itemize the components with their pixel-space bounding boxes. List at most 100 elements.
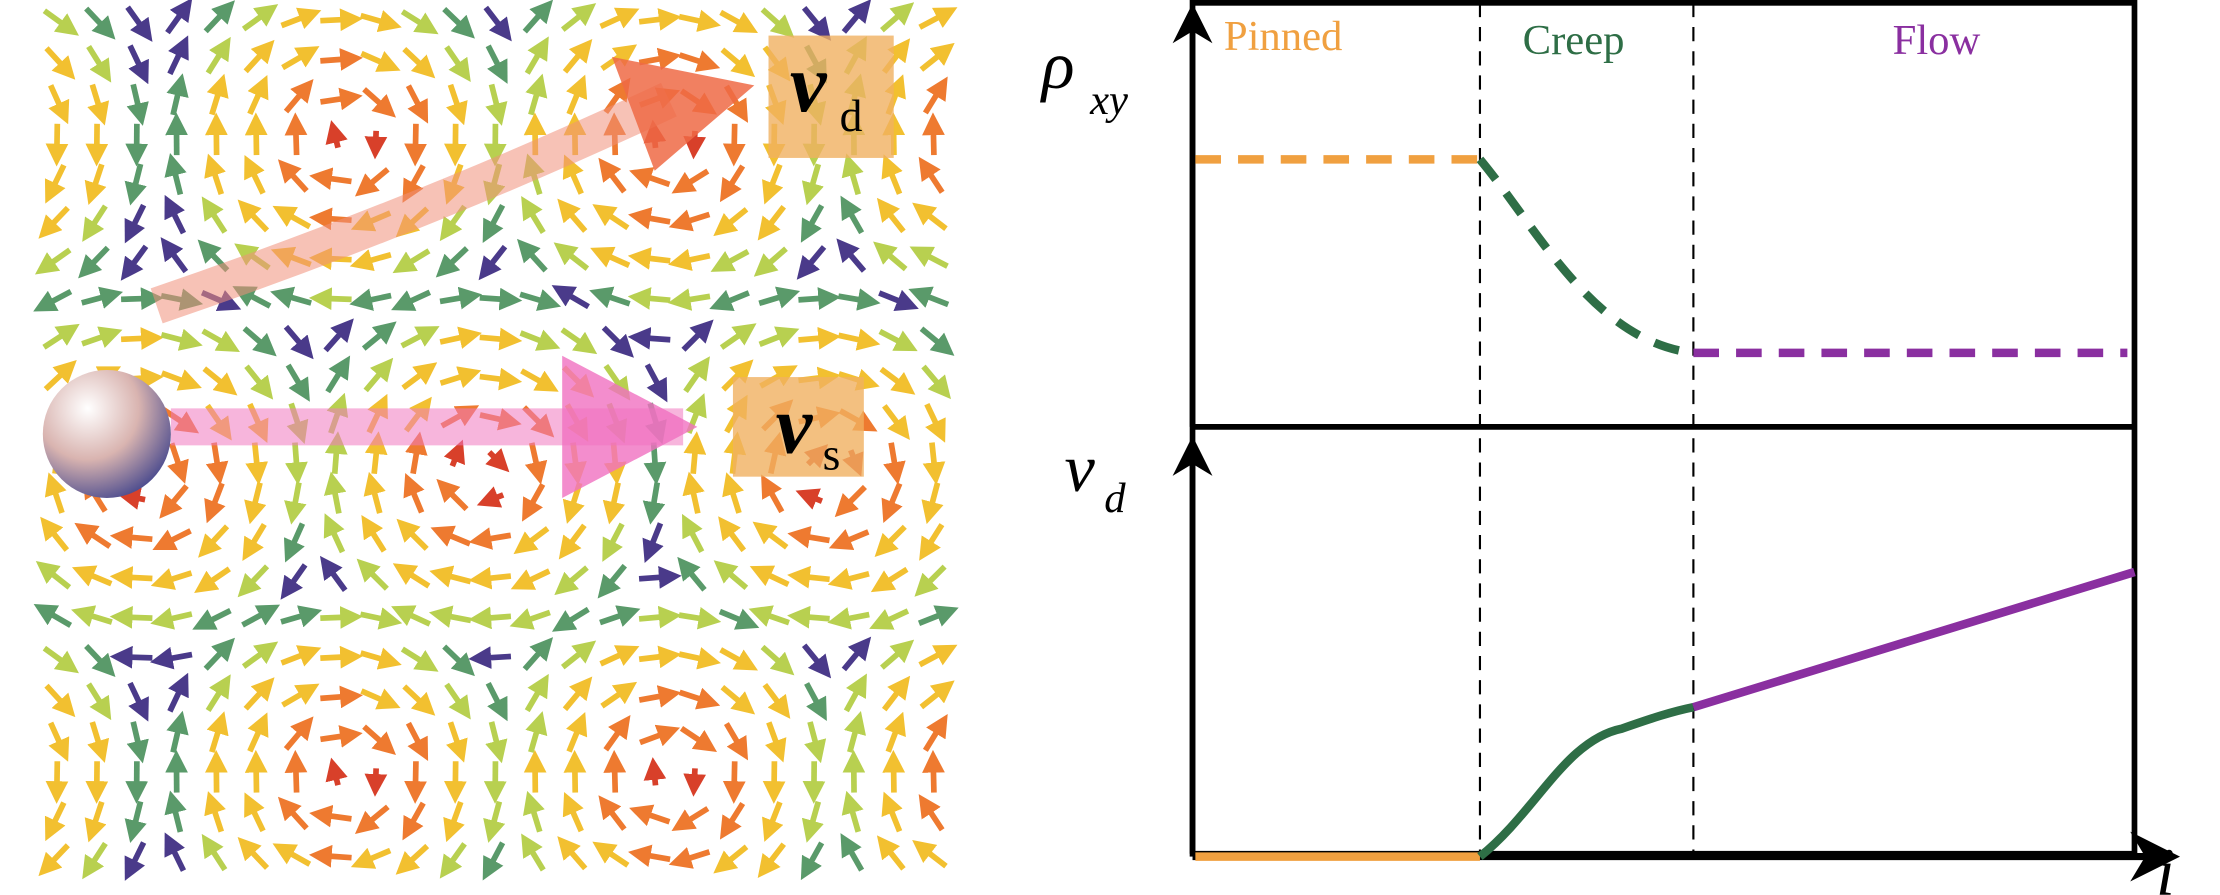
spin-arrow xyxy=(439,842,467,879)
spin-arrow xyxy=(166,73,189,116)
spin-arrow xyxy=(356,558,389,591)
spin-arrow xyxy=(638,605,682,629)
spin-arrow xyxy=(232,286,272,309)
spin-arrow xyxy=(562,791,584,833)
spin-arrow xyxy=(42,323,80,350)
spin-arrow xyxy=(285,442,308,486)
spin-arrow xyxy=(164,194,187,235)
spin-arrow xyxy=(837,288,881,311)
spin-arrow xyxy=(443,439,465,468)
spin-arrow xyxy=(908,286,950,308)
spin-arrow xyxy=(796,245,827,280)
spin-arrow xyxy=(566,712,588,753)
spin-arrow xyxy=(283,78,314,114)
spin-arrow xyxy=(479,287,523,311)
spin-arrow xyxy=(405,84,429,124)
spin-arrow xyxy=(800,841,825,881)
spin-arrow xyxy=(922,749,945,793)
spin-arrow xyxy=(668,847,711,869)
spin-arrow xyxy=(485,448,510,473)
spin-arrow xyxy=(430,525,472,547)
spin-arrow xyxy=(124,800,147,843)
spin-arrow xyxy=(436,478,469,512)
spin-arrow xyxy=(521,833,546,872)
spin-arrow xyxy=(723,722,749,761)
spin-arrow xyxy=(485,83,508,126)
spin-arrow xyxy=(167,442,189,484)
spin-arrow xyxy=(525,73,548,116)
spin-arrow xyxy=(682,471,705,514)
spin-arrow xyxy=(479,327,523,351)
spin-arrow xyxy=(683,431,707,475)
spin-arrow xyxy=(109,526,153,549)
spin-arrow xyxy=(205,674,231,712)
spin-arrow xyxy=(599,7,640,30)
spin-arrow xyxy=(349,288,392,311)
spin-arrow xyxy=(801,163,824,206)
spin-arrow xyxy=(560,3,597,32)
spin-arrow xyxy=(204,791,226,833)
spin-arrow xyxy=(245,442,269,486)
spin-arrow xyxy=(109,566,153,589)
drift-subscript: d xyxy=(840,90,863,141)
spin-arrow xyxy=(84,163,107,205)
spin-arrow xyxy=(827,607,870,630)
spin-arrow xyxy=(909,246,949,269)
spin-arrow xyxy=(165,0,193,35)
spin-arrow xyxy=(709,289,750,311)
spin-arrow xyxy=(244,749,268,793)
spin-arrow xyxy=(320,645,363,669)
spin-arrow xyxy=(124,163,147,206)
spin-arrow xyxy=(117,487,146,510)
spin-arrow xyxy=(479,367,523,391)
spin-arrow xyxy=(362,724,396,756)
spin-arrow xyxy=(603,749,627,793)
spin-arrow xyxy=(360,50,401,72)
spin-arrow xyxy=(522,0,554,34)
spin-arrow xyxy=(360,688,401,710)
spin-arrow xyxy=(320,87,363,111)
spin-symbol: v xyxy=(776,378,814,470)
spin-arrow xyxy=(241,604,281,628)
spin-arrow xyxy=(361,321,397,351)
spin-arrow xyxy=(644,363,668,403)
spin-arrow xyxy=(836,238,867,273)
spin-arrow xyxy=(590,246,631,268)
x-axis-label: i xyxy=(2156,834,2175,895)
spin-arrow xyxy=(42,645,79,674)
spin-arrow xyxy=(167,672,189,713)
label-box xyxy=(732,377,864,477)
spin-arrow xyxy=(881,791,903,833)
spin-arrow xyxy=(244,482,267,525)
spin-arrow xyxy=(82,204,108,242)
spin-arrow xyxy=(627,326,671,350)
spin-arrow xyxy=(880,639,915,670)
spin-arrow xyxy=(444,45,471,83)
spin-arrow xyxy=(127,681,149,722)
spin-arrow xyxy=(879,366,916,395)
spin-arrow xyxy=(204,153,226,196)
spin-arrow xyxy=(159,484,189,519)
spin-arrow xyxy=(718,608,760,630)
spin-arrow xyxy=(164,832,187,872)
spin-arrow xyxy=(719,323,757,350)
spin-arrow xyxy=(280,645,322,667)
spin-arrow xyxy=(120,327,164,350)
spin-arrow xyxy=(719,647,759,671)
spin-arrow xyxy=(881,482,903,523)
spin-arrow xyxy=(325,757,348,786)
spin-arrow xyxy=(627,287,671,310)
spin-arrow xyxy=(678,9,721,32)
spin-arrow xyxy=(922,112,945,156)
spin-arrow xyxy=(320,725,363,748)
spin-arrow xyxy=(48,721,70,762)
spin-arrow xyxy=(42,8,79,36)
spin-arrow xyxy=(44,801,67,842)
spin-arrow xyxy=(402,46,436,79)
spin-arrow xyxy=(562,154,584,195)
spin-arrow xyxy=(44,683,76,718)
spin-arrow xyxy=(600,681,638,709)
spin-arrow xyxy=(87,83,110,126)
spin-arrow xyxy=(201,833,228,872)
spin-arrow xyxy=(359,647,402,670)
